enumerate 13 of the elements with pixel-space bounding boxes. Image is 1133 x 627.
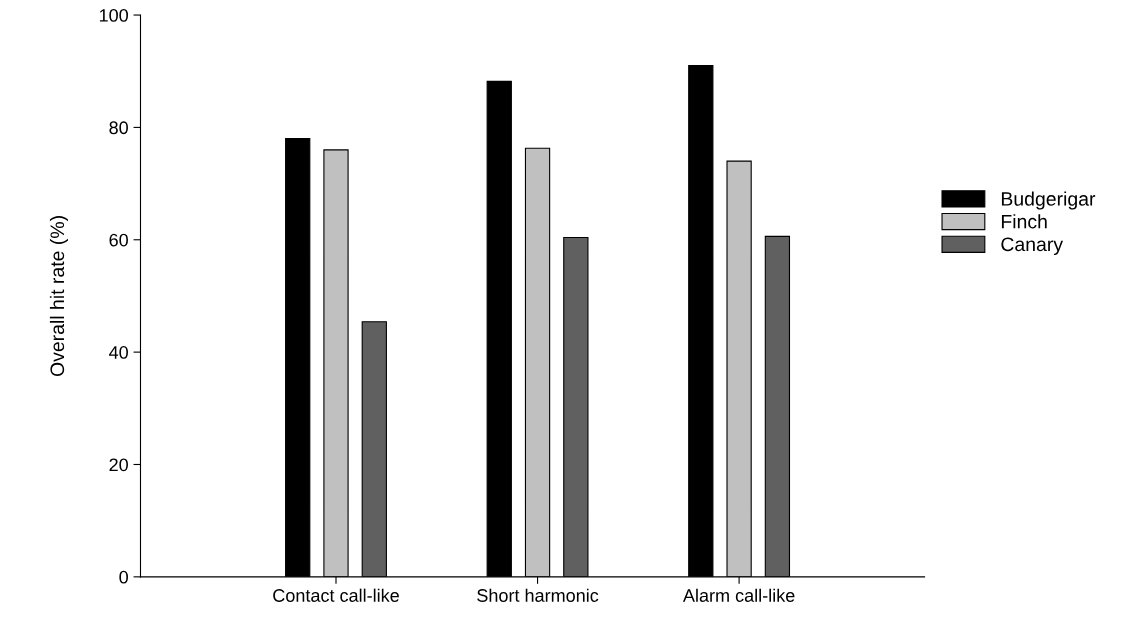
y-tick-label: 80 bbox=[109, 121, 128, 135]
legend-label: Canary bbox=[1001, 237, 1064, 256]
legend-label: Finch bbox=[1001, 214, 1047, 229]
x-tick-label: Contact call-like bbox=[273, 588, 399, 602]
y-tick-label: 40 bbox=[109, 346, 128, 359]
y-tick-label: 100 bbox=[99, 8, 128, 22]
y-tick-label: 20 bbox=[109, 458, 128, 472]
legend-label: Budgerigar bbox=[1001, 191, 1096, 210]
x-tick-label: Short harmonic bbox=[477, 588, 599, 602]
y-tick-label: 60 bbox=[109, 233, 128, 247]
x-tick-label: Alarm call-like bbox=[682, 588, 795, 602]
y-tick-label: 0 bbox=[119, 570, 128, 584]
y-axis-title: Overall hit rate (%) bbox=[49, 216, 68, 377]
